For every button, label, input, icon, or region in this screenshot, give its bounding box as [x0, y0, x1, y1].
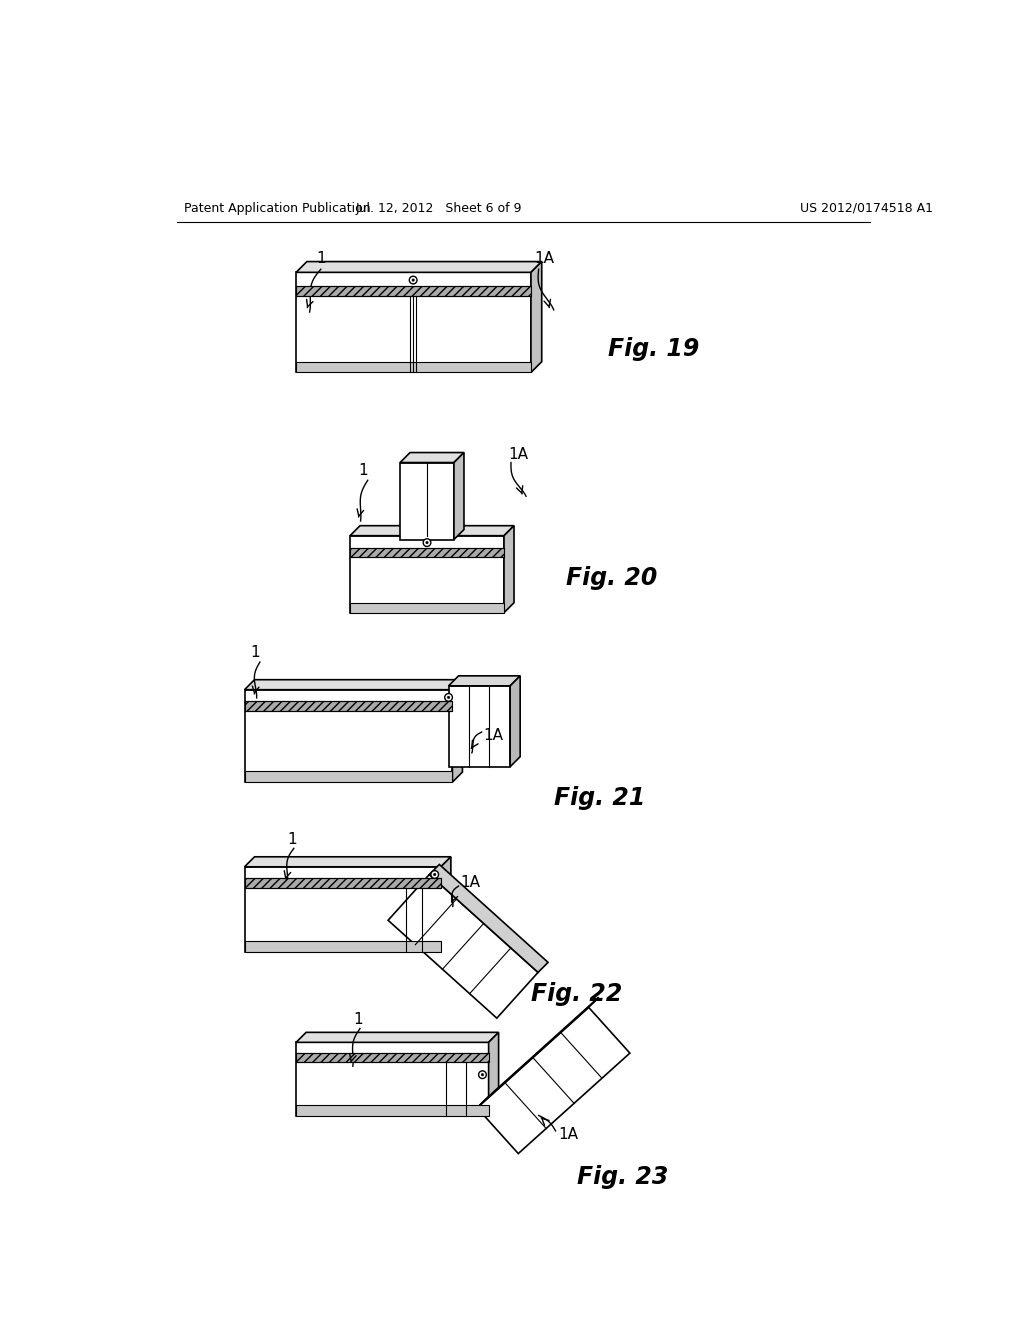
Text: Patent Application Publication: Patent Application Publication: [184, 202, 371, 215]
Text: 1: 1: [353, 1011, 362, 1027]
Polygon shape: [488, 1032, 499, 1115]
Circle shape: [412, 279, 415, 281]
Polygon shape: [510, 676, 520, 767]
Polygon shape: [350, 525, 514, 536]
Bar: [350, 548, 504, 557]
Polygon shape: [477, 998, 599, 1107]
Circle shape: [478, 1071, 486, 1078]
Bar: [296, 1043, 488, 1115]
Text: Jul. 12, 2012   Sheet 6 of 9: Jul. 12, 2012 Sheet 6 of 9: [355, 202, 522, 215]
Bar: [449, 686, 510, 767]
Text: 1A: 1A: [508, 447, 527, 462]
Polygon shape: [400, 453, 464, 462]
Bar: [350, 603, 504, 612]
Polygon shape: [429, 865, 548, 973]
Polygon shape: [453, 680, 463, 781]
Text: 1: 1: [251, 645, 260, 660]
Circle shape: [433, 874, 436, 875]
Polygon shape: [454, 453, 464, 540]
Text: 1: 1: [288, 833, 297, 847]
Text: 1A: 1A: [483, 729, 503, 743]
Text: 1: 1: [358, 463, 368, 478]
Text: Fig. 23: Fig. 23: [578, 1166, 669, 1189]
Bar: [245, 701, 453, 711]
Text: Fig. 19: Fig. 19: [608, 338, 699, 362]
Bar: [245, 878, 441, 888]
Text: 1: 1: [316, 251, 326, 267]
Bar: [296, 286, 531, 296]
Text: 1A: 1A: [535, 251, 555, 267]
Polygon shape: [296, 1032, 499, 1043]
Text: Fig. 21: Fig. 21: [554, 785, 645, 809]
Circle shape: [481, 1073, 483, 1076]
Polygon shape: [477, 1007, 630, 1154]
Circle shape: [447, 696, 450, 698]
Bar: [350, 536, 504, 612]
Text: Fig. 20: Fig. 20: [565, 566, 657, 590]
Bar: [245, 867, 441, 952]
Bar: [245, 690, 453, 781]
Polygon shape: [531, 261, 542, 372]
Bar: [400, 462, 454, 540]
Bar: [296, 362, 531, 372]
Circle shape: [444, 693, 453, 701]
Polygon shape: [449, 676, 520, 686]
Text: 1A: 1A: [460, 875, 480, 890]
Polygon shape: [388, 875, 538, 1018]
Circle shape: [423, 539, 431, 546]
Text: US 2012/0174518 A1: US 2012/0174518 A1: [801, 202, 934, 215]
Circle shape: [431, 871, 438, 878]
Bar: [245, 771, 453, 781]
Bar: [245, 941, 441, 952]
Polygon shape: [504, 525, 514, 612]
Bar: [296, 1053, 488, 1063]
Bar: [296, 1105, 488, 1115]
Polygon shape: [296, 261, 542, 272]
Polygon shape: [245, 857, 451, 867]
Circle shape: [410, 276, 417, 284]
Polygon shape: [441, 857, 451, 952]
Text: Fig. 22: Fig. 22: [531, 982, 623, 1006]
Circle shape: [426, 541, 428, 544]
Bar: [296, 272, 531, 372]
Text: 1A: 1A: [558, 1127, 578, 1142]
Polygon shape: [245, 680, 463, 689]
